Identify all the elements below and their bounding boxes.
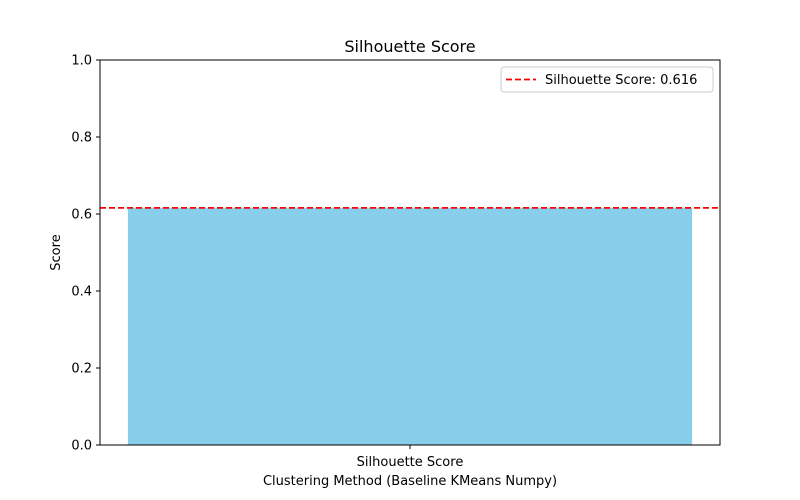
legend-entry-label: Silhouette Score: 0.616: [545, 73, 697, 88]
y-axis-label: Score: [49, 234, 64, 270]
y-tick-label: 0.0: [71, 439, 92, 454]
y-axis-ticks: 0.0 0.2 0.4 0.6 0.8 1.0: [71, 54, 100, 454]
y-tick-label: 0.8: [71, 131, 92, 146]
x-axis-label: Clustering Method (Baseline KMeans Numpy…: [263, 474, 557, 489]
x-axis-ticks: Silhouette Score: [357, 445, 464, 470]
legend-box: [500, 66, 714, 93]
bars-layer: [127, 207, 693, 445]
legend: Silhouette Score: 0.616: [500, 66, 714, 93]
y-tick-label: 0.4: [71, 285, 92, 300]
chart-title: Silhouette Score: [344, 37, 475, 56]
y-tick-label: 0.2: [71, 362, 92, 377]
bar-silhouette-score: [127, 207, 693, 445]
y-tick-label: 1.0: [71, 54, 92, 69]
x-tick-label: Silhouette Score: [357, 455, 464, 470]
y-tick-label: 0.6: [71, 208, 92, 223]
